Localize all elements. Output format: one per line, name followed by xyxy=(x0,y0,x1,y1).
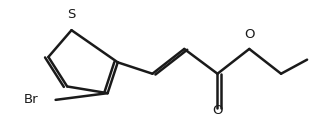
Text: O: O xyxy=(244,28,255,41)
Text: Br: Br xyxy=(24,93,38,106)
Text: O: O xyxy=(212,104,223,117)
Text: S: S xyxy=(67,8,76,21)
